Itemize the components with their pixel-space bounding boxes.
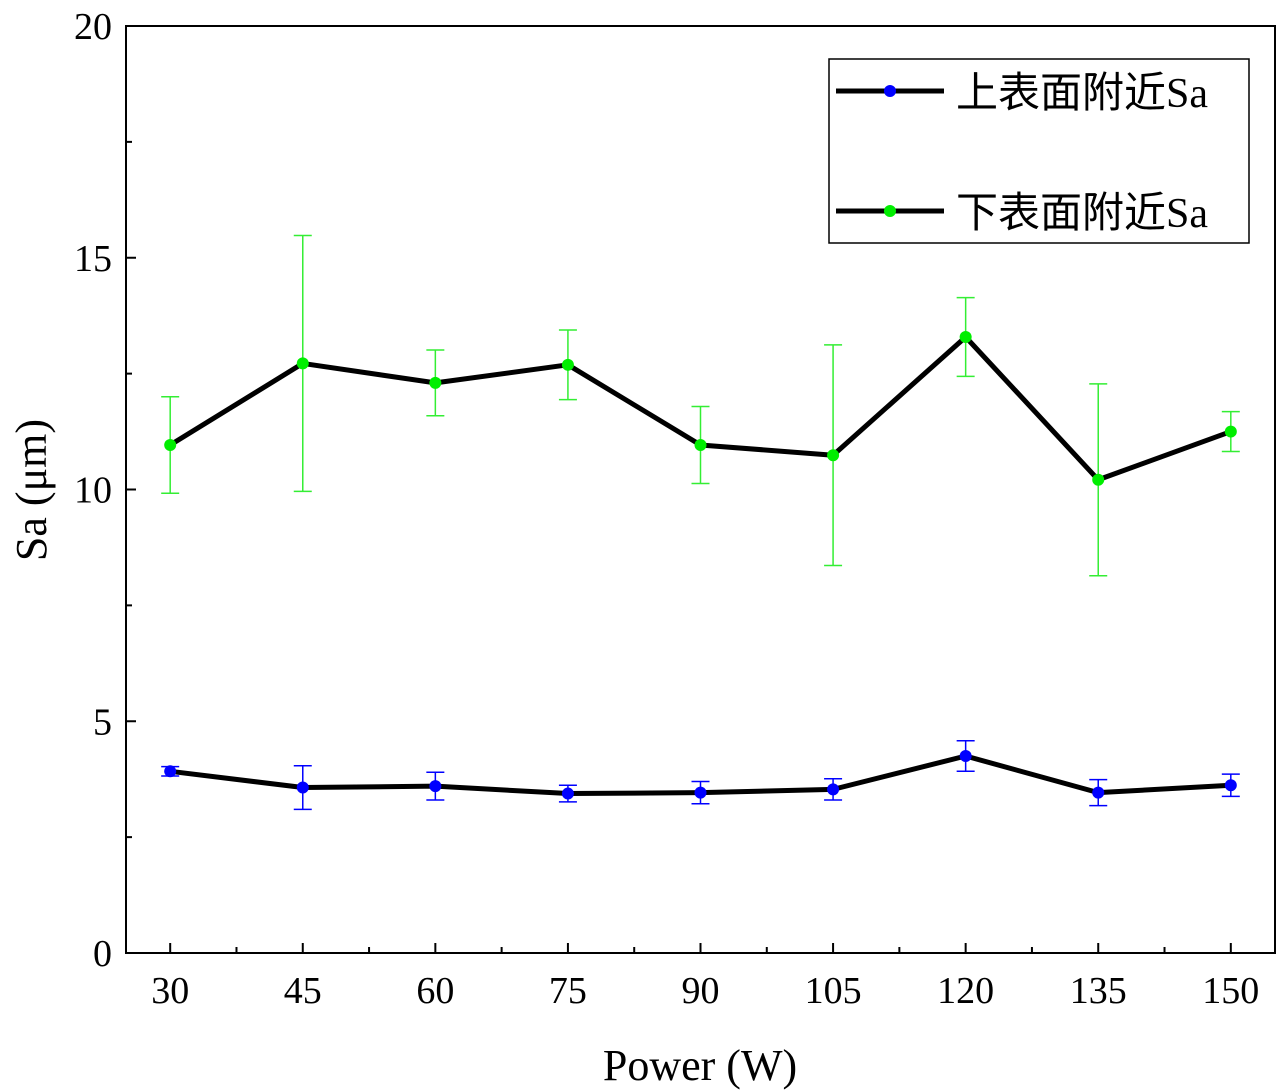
- y-tick-label: 10: [74, 470, 112, 512]
- axes-layer: 0 5 10 15 20 30 45 60 75 90 105 120 135 150: [74, 6, 1259, 1012]
- data-point: [429, 780, 442, 793]
- x-tick-label: 75: [549, 970, 587, 1012]
- data-point: [1224, 425, 1237, 438]
- x-tick-label: 90: [682, 970, 720, 1012]
- plot-frame: [125, 25, 1276, 954]
- x-tick-label: 150: [1202, 970, 1259, 1012]
- x-tick-label: 60: [416, 970, 454, 1012]
- data-point: [1092, 473, 1105, 486]
- y-tick-label: 0: [93, 933, 112, 975]
- legend-marker: [884, 85, 896, 97]
- x-tick-label: 120: [937, 970, 994, 1012]
- legend-label: 上表面附近Sa: [956, 71, 1208, 117]
- data-point: [827, 783, 840, 796]
- legend-item-2: 下表面附近Sa: [836, 191, 1208, 237]
- data-point: [164, 765, 177, 778]
- series-layer: [161, 234, 1240, 811]
- data-point: [959, 750, 972, 763]
- x-tick-label: 45: [284, 970, 322, 1012]
- x-axis-label: Power (W): [603, 1041, 797, 1090]
- y-tick-label: 15: [74, 238, 112, 280]
- x-tick-label: 135: [1070, 970, 1127, 1012]
- y-tick-label: 20: [74, 6, 112, 48]
- data-point: [1224, 779, 1237, 792]
- series-1: [161, 739, 1240, 811]
- data-point: [1092, 786, 1105, 799]
- legend-item-1: 上表面附近Sa: [836, 71, 1208, 117]
- x-tick-label: 30: [151, 970, 189, 1012]
- data-point: [429, 376, 442, 389]
- data-point: [561, 358, 574, 371]
- data-point: [827, 449, 840, 462]
- y-tick-label: 5: [93, 701, 112, 743]
- legend: 上表面附近Sa 下表面附近Sa: [828, 58, 1250, 244]
- legend-label: 下表面附近Sa: [956, 191, 1208, 237]
- data-point: [164, 439, 177, 452]
- series-2: [161, 234, 1240, 577]
- data-point: [694, 786, 707, 799]
- data-point: [959, 331, 972, 344]
- y-axis-label: Sa (μm): [7, 419, 56, 561]
- data-point: [694, 439, 707, 452]
- x-tick-label: 105: [805, 970, 862, 1012]
- data-point: [561, 787, 574, 800]
- legend-marker: [884, 205, 896, 217]
- data-point: [296, 357, 309, 370]
- data-point: [296, 781, 309, 794]
